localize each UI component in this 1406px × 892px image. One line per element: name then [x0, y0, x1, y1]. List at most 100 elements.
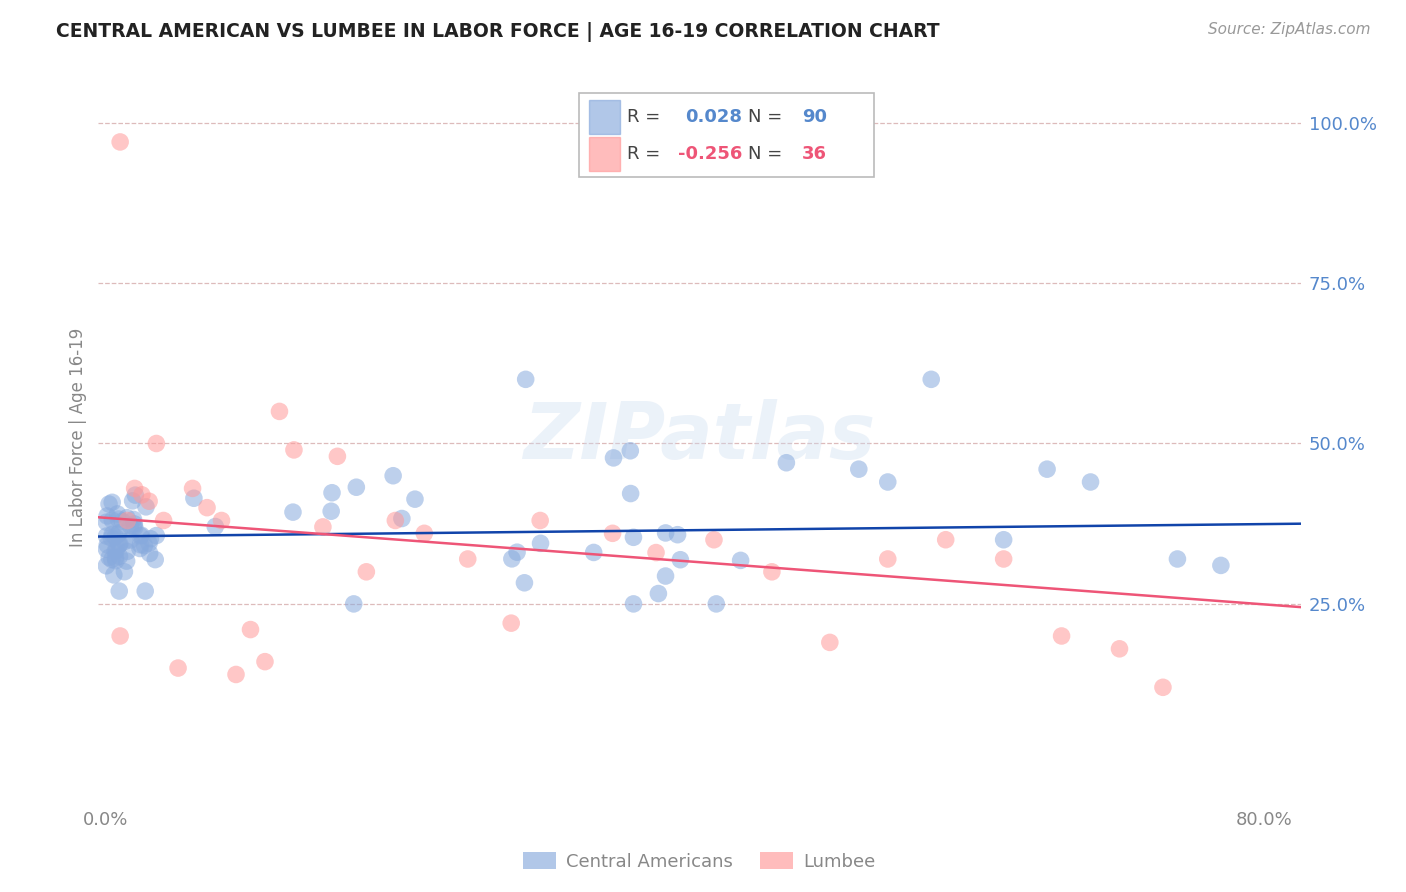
Lumbee [529, 514, 551, 528]
Central Americans [513, 575, 536, 590]
Central Americans [103, 568, 125, 582]
Central Americans [100, 531, 122, 545]
Text: R =: R = [627, 108, 666, 126]
Lumbee [138, 494, 160, 508]
Central Americans [1166, 552, 1188, 566]
Lumbee [211, 514, 233, 528]
Lumbee [283, 442, 305, 457]
Central Americans [619, 443, 641, 458]
Central Americans [122, 519, 145, 533]
Central Americans [654, 569, 676, 583]
Central Americans [96, 558, 118, 573]
Central Americans [135, 500, 157, 514]
Lumbee [167, 661, 190, 675]
Central Americans [515, 372, 537, 386]
Central Americans [391, 511, 413, 525]
Central Americans [105, 542, 128, 557]
Central Americans [139, 532, 162, 546]
Central Americans [848, 462, 870, 476]
Text: N =: N = [748, 145, 787, 163]
Lumbee [269, 404, 291, 418]
Central Americans [96, 529, 118, 543]
Central Americans [115, 510, 138, 524]
Central Americans [529, 536, 551, 550]
Lumbee [152, 514, 174, 528]
FancyBboxPatch shape [589, 100, 620, 134]
Central Americans [993, 533, 1015, 547]
Lumbee [356, 565, 378, 579]
Central Americans [129, 541, 152, 556]
Central Americans [623, 597, 645, 611]
Central Americans [120, 533, 142, 547]
Lumbee [124, 482, 146, 496]
Central Americans [623, 530, 645, 544]
Central Americans [204, 519, 226, 533]
Central Americans [145, 528, 167, 542]
Central Americans [404, 492, 426, 507]
Central Americans [501, 552, 523, 566]
Central Americans [506, 545, 529, 559]
Central Americans [115, 554, 138, 568]
Lumbee [108, 629, 131, 643]
Central Americans [108, 538, 131, 552]
Central Americans [321, 504, 343, 518]
Y-axis label: In Labor Force | Age 16-19: In Labor Force | Age 16-19 [69, 327, 87, 547]
Central Americans [112, 534, 135, 549]
Central Americans [108, 525, 131, 540]
Central Americans [115, 544, 138, 558]
Central Americans [134, 584, 156, 599]
Lumbee [703, 533, 725, 547]
Central Americans [101, 495, 124, 509]
Central Americans [876, 475, 898, 489]
Central Americans [129, 529, 152, 543]
Central Americans [321, 485, 343, 500]
Central Americans [129, 538, 152, 552]
Central Americans [647, 586, 669, 600]
Lumbee [384, 514, 406, 528]
Lumbee [181, 482, 204, 496]
Lumbee [195, 500, 218, 515]
Lumbee [108, 135, 131, 149]
Central Americans [108, 549, 131, 564]
Central Americans [281, 505, 304, 519]
Lumbee [602, 526, 624, 541]
Central Americans [131, 528, 153, 542]
Central Americans [344, 480, 367, 494]
Central Americans [124, 488, 146, 502]
FancyBboxPatch shape [579, 94, 873, 178]
Central Americans [104, 554, 127, 568]
Lumbee [145, 436, 167, 450]
Lumbee [993, 552, 1015, 566]
Lumbee [117, 514, 139, 528]
Central Americans [920, 372, 942, 386]
Lumbee [1050, 629, 1073, 643]
Central Americans [120, 518, 142, 533]
Lumbee [876, 552, 898, 566]
Central Americans [1209, 558, 1232, 573]
Central Americans [620, 486, 643, 500]
Central Americans [654, 525, 676, 540]
Central Americans [124, 516, 146, 531]
Text: CENTRAL AMERICAN VS LUMBEE IN LABOR FORCE | AGE 16-19 CORRELATION CHART: CENTRAL AMERICAN VS LUMBEE IN LABOR FORC… [56, 22, 939, 42]
Lumbee [935, 533, 957, 547]
Central Americans [775, 456, 797, 470]
Central Americans [134, 539, 156, 553]
Central Americans [111, 514, 134, 528]
Central Americans [108, 537, 131, 551]
Central Americans [602, 450, 624, 465]
Lumbee [312, 520, 335, 534]
Central Americans [1080, 475, 1102, 489]
Lumbee [239, 623, 262, 637]
Text: N =: N = [748, 108, 787, 126]
Central Americans [112, 565, 135, 579]
Legend: Central Americans, Lumbee: Central Americans, Lumbee [516, 846, 883, 878]
Lumbee [326, 450, 349, 464]
Central Americans [98, 550, 121, 565]
Text: 90: 90 [801, 108, 827, 126]
Central Americans [666, 527, 689, 541]
Text: Source: ZipAtlas.com: Source: ZipAtlas.com [1208, 22, 1371, 37]
Central Americans [108, 584, 131, 599]
Text: R =: R = [627, 145, 666, 163]
Lumbee [501, 616, 523, 631]
Text: ZIPatlas: ZIPatlas [523, 399, 876, 475]
